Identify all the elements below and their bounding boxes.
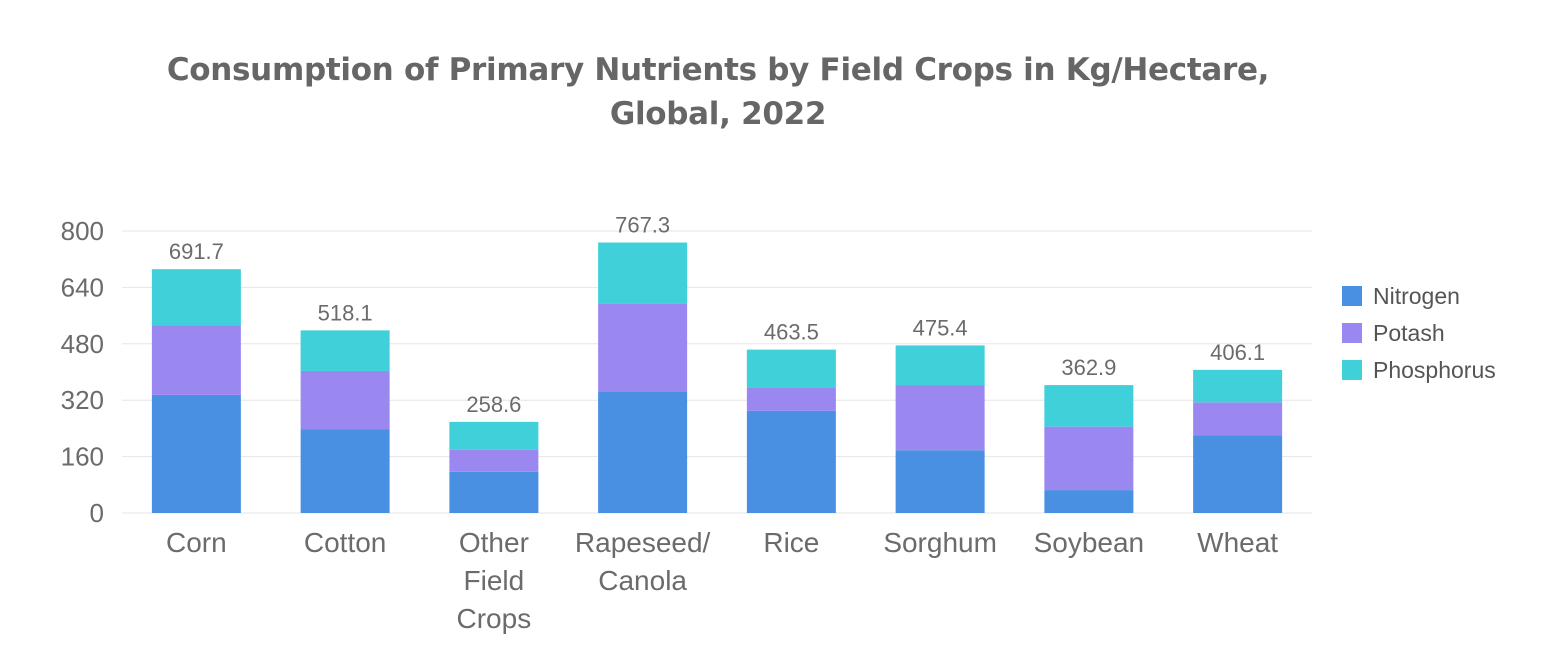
y-tick-label: 320 [61, 385, 104, 415]
bar-phosphorus [151, 269, 241, 326]
x-tick-label: Other [459, 527, 529, 558]
bar-potash [151, 325, 241, 395]
total-label: 518.1 [318, 300, 373, 325]
gridlines [122, 230, 1312, 514]
chart-title: Consumption of Primary Nutrients by Fiel… [0, 48, 1436, 136]
total-label: 406.1 [1210, 340, 1265, 365]
bar-nitrogen [895, 450, 985, 513]
bar-phosphorus [598, 242, 688, 304]
bar-nitrogen [449, 471, 539, 513]
x-tick-label: Sorghum [883, 527, 997, 558]
bar-potash [1044, 426, 1134, 491]
total-labels: 691.7 518.1 258.6 767.3 463.5 475.4 362.9 406.1 [169, 213, 1265, 417]
bar-phosphorus [1044, 385, 1134, 427]
x-tick-label: Cotton [304, 527, 387, 558]
bar-potash [895, 385, 985, 451]
y-tick-label: 640 [61, 272, 104, 302]
total-label: 362.9 [1061, 355, 1116, 380]
bar-phosphorus [895, 345, 985, 386]
y-tick-label: 0 [90, 498, 104, 528]
x-tick-label: Rapeseed/ [575, 527, 711, 558]
bar-nitrogen [1193, 435, 1283, 513]
total-label: 463.5 [764, 320, 819, 345]
x-tick-label: Rice [763, 527, 819, 558]
total-label: 258.6 [466, 392, 521, 417]
chart-title-line-1: Consumption of Primary Nutrients by Fiel… [166, 52, 1270, 88]
bar-nitrogen [300, 429, 390, 513]
y-tick-label: 480 [61, 329, 104, 359]
legend-label-phosphorus: Phosphorus [1373, 357, 1496, 383]
bar-nitrogen [151, 394, 241, 513]
x-tick-label: Canola [598, 565, 687, 596]
legend-label-nitrogen: Nitrogen [1373, 283, 1460, 309]
x-tick-label: Wheat [1197, 527, 1278, 558]
bar-phosphorus [449, 421, 539, 450]
legend-swatch-potash [1342, 323, 1362, 343]
total-label: 475.4 [913, 315, 968, 340]
bar-phosphorus [300, 330, 390, 371]
total-label: 691.7 [169, 239, 224, 264]
x-tick-label: Crops [457, 603, 532, 634]
legend-swatch-nitrogen [1342, 286, 1362, 306]
x-tick-label: Corn [166, 527, 227, 558]
bar-phosphorus [1193, 369, 1283, 403]
bar-potash [598, 303, 688, 392]
y-tick-label: 160 [61, 442, 104, 472]
bar-nitrogen [1044, 490, 1134, 513]
total-label: 767.3 [615, 213, 670, 238]
bar-potash [449, 449, 539, 472]
bar-potash [1193, 402, 1283, 436]
x-tick-label: Soybean [1034, 527, 1145, 558]
bars [151, 242, 1283, 513]
bar-nitrogen [598, 391, 688, 513]
y-tick-label: 800 [61, 216, 104, 246]
bar-potash [746, 387, 836, 411]
legend-label-potash: Potash [1373, 320, 1445, 346]
legend-swatch-phosphorus [1342, 360, 1362, 380]
x-axis: Corn Cotton Other Field Crops Rapeseed/Canola… [166, 527, 1278, 634]
x-tick-label: Field [464, 565, 525, 596]
bar-nitrogen [746, 410, 836, 513]
bar-potash [300, 370, 390, 430]
y-axis: 0 160 320 480 640 800 [61, 216, 104, 528]
chart-title-line-2: Global, 2022 [609, 96, 827, 132]
bar-phosphorus [746, 349, 836, 388]
legend: Nitrogen Potash Phosphorus [1342, 283, 1496, 383]
